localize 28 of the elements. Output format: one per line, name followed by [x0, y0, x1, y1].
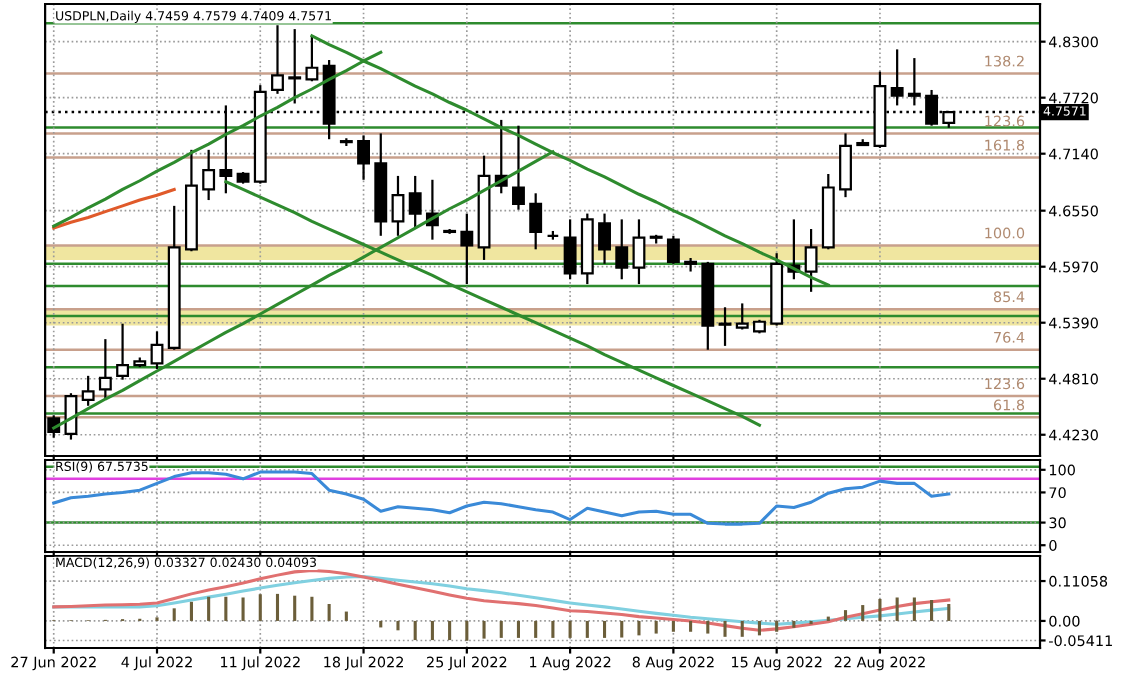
line-series — [52, 187, 176, 230]
candlestick — [890, 48, 904, 107]
candlestick — [150, 330, 164, 371]
candlestick — [598, 212, 611, 265]
candlestick — [684, 256, 698, 273]
candlestick — [305, 34, 319, 83]
candlestick — [666, 234, 680, 265]
candlestick — [839, 132, 852, 199]
candlestick — [288, 28, 302, 105]
candlestick — [563, 218, 577, 281]
candlestick — [512, 124, 525, 211]
candlestick — [718, 306, 732, 348]
candlestick — [202, 148, 216, 202]
candlestick — [632, 218, 646, 286]
candlestick — [357, 134, 370, 181]
candlestick — [460, 212, 474, 286]
candlestick — [615, 218, 629, 281]
candlestick — [116, 322, 130, 381]
candlestick — [98, 338, 112, 402]
candlestick — [735, 302, 749, 331]
line-series — [52, 470, 951, 526]
candlestick — [804, 227, 818, 293]
candlestick — [907, 56, 921, 107]
candlestick — [408, 174, 422, 231]
candlestick — [529, 192, 543, 251]
candlestick — [81, 374, 95, 407]
candlestick — [64, 392, 78, 441]
candlestick — [391, 174, 405, 237]
